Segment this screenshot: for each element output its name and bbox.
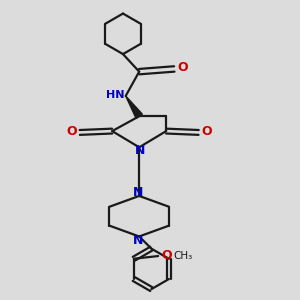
Text: N: N (133, 234, 143, 247)
Polygon shape (126, 96, 142, 118)
Text: O: O (162, 249, 172, 262)
Text: O: O (177, 61, 188, 74)
Text: N: N (135, 144, 146, 157)
Text: O: O (201, 124, 212, 138)
Text: CH₃: CH₃ (173, 250, 192, 260)
Text: O: O (66, 124, 77, 138)
Text: HN: HN (106, 90, 124, 100)
Text: N: N (133, 186, 143, 199)
